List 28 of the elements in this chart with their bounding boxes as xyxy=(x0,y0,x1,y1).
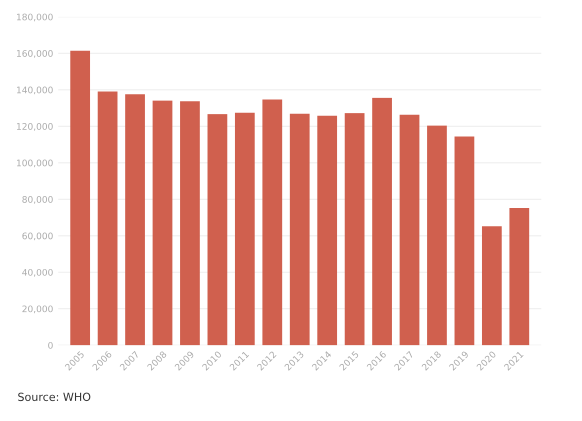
bar xyxy=(234,112,255,346)
bar xyxy=(317,116,338,346)
source-note: Source: WHO xyxy=(18,392,90,402)
y-tick-label: 60,000 xyxy=(22,232,53,240)
y-tick-label: 100,000 xyxy=(17,160,53,168)
y-tick-label: 120,000 xyxy=(17,123,53,131)
y-tick-label: 180,000 xyxy=(17,14,53,22)
bar xyxy=(344,113,365,346)
bar xyxy=(98,91,118,346)
bar xyxy=(372,98,392,346)
bar xyxy=(509,208,530,346)
y-tick-label: 160,000 xyxy=(17,50,53,58)
y-tick-label: 40,000 xyxy=(22,268,53,277)
bar xyxy=(180,101,200,346)
bar xyxy=(400,114,420,346)
bar xyxy=(262,99,282,346)
bar xyxy=(454,136,474,346)
bar xyxy=(482,226,502,346)
y-tick-label: 80,000 xyxy=(22,196,53,204)
y-tick-label: 140,000 xyxy=(17,86,53,94)
bar xyxy=(290,114,310,346)
bar xyxy=(125,94,145,346)
bar xyxy=(208,114,228,346)
bar xyxy=(152,100,172,346)
bar xyxy=(427,126,447,346)
y-tick-label: 20,000 xyxy=(22,305,53,314)
y-tick-label: 0 xyxy=(48,342,53,349)
bar xyxy=(70,50,90,346)
